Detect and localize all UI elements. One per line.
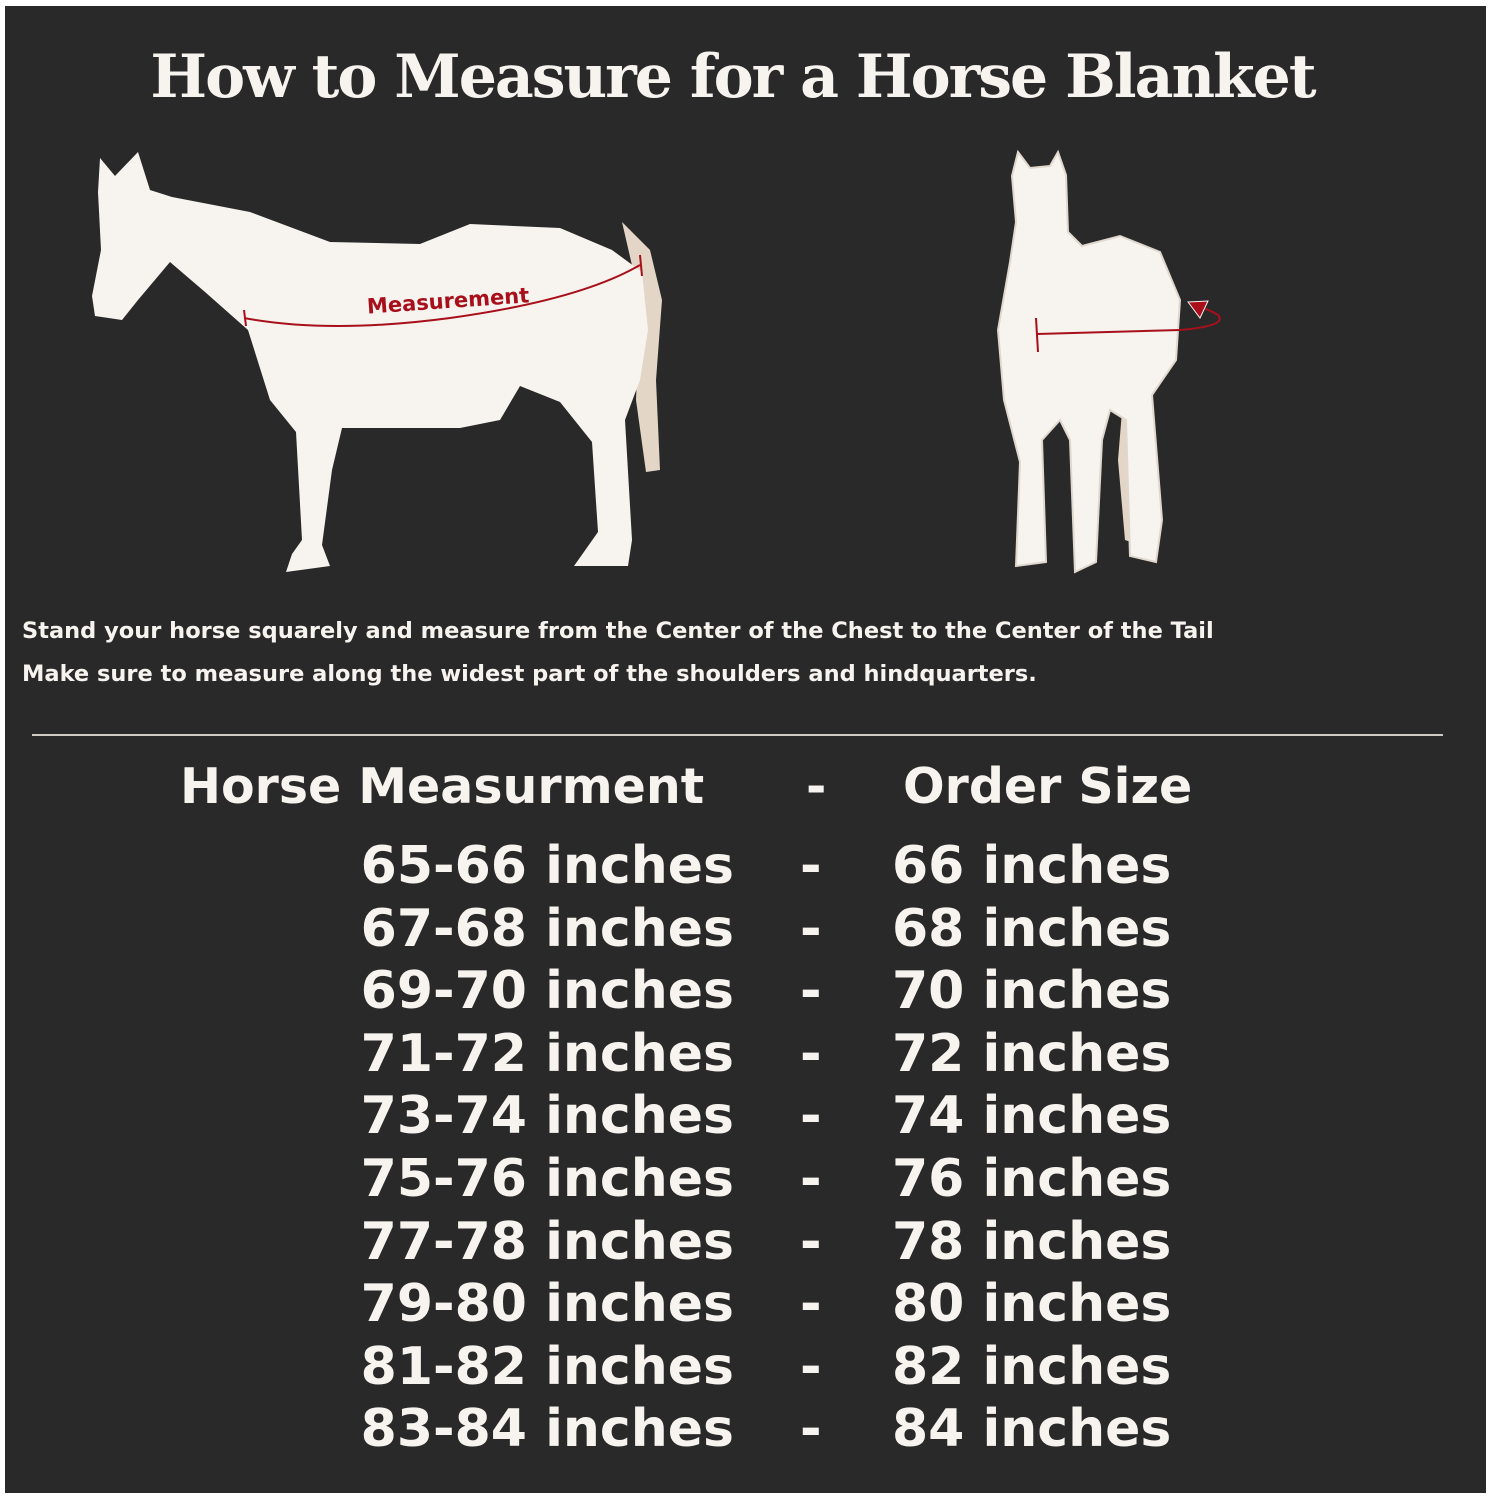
- row-order-size: 68 inches: [892, 898, 1172, 959]
- row-separator: -: [800, 1149, 822, 1209]
- front-horse-body: [996, 149, 1182, 574]
- chest-marker: [1035, 317, 1039, 353]
- row-measurement: 77-78 inches: [360, 1211, 734, 1272]
- row-measurement: 69-70 inches: [360, 961, 734, 1022]
- row-separator: -: [800, 1399, 822, 1460]
- row-measurement: 67-68 inches: [360, 898, 734, 959]
- row-measurement: 71-72 inches: [360, 1023, 734, 1084]
- horse-diagrams: Measurement: [92, 149, 1221, 574]
- row-order-size: 80 inches: [892, 1274, 1172, 1335]
- instruction-line-1: Stand your horse squarely and measure fr…: [22, 618, 1214, 644]
- row-measurement: 75-76 inches: [360, 1149, 734, 1209]
- page-title: How to Measure for a Horse Blanket: [150, 42, 1316, 112]
- row-separator: -: [800, 836, 822, 896]
- row-separator: -: [800, 1023, 822, 1084]
- row-measurement: 83-84 inches: [360, 1399, 734, 1460]
- row-order-size: 70 inches: [892, 961, 1172, 1022]
- row-measurement: 73-74 inches: [360, 1086, 734, 1147]
- row-separator: -: [800, 898, 822, 959]
- row-order-size: 84 inches: [892, 1399, 1172, 1460]
- row-order-size: 76 inches: [892, 1149, 1172, 1209]
- measurement-line: [243, 264, 641, 327]
- row-separator: -: [800, 1274, 822, 1335]
- row-order-size: 82 inches: [892, 1336, 1172, 1397]
- header-separator: -: [806, 758, 827, 815]
- side-horse-body: [92, 152, 648, 572]
- row-separator: -: [800, 961, 822, 1022]
- row-order-size: 72 inches: [892, 1023, 1172, 1084]
- row-order-size: 66 inches: [892, 836, 1172, 896]
- header-order-size: Order Size: [903, 758, 1193, 815]
- row-order-size: 78 inches: [892, 1211, 1172, 1272]
- row-order-size: 74 inches: [892, 1086, 1172, 1147]
- row-separator: -: [800, 1336, 822, 1397]
- row-measurement: 79-80 inches: [360, 1274, 734, 1335]
- divider: [32, 734, 1443, 736]
- front-view-horse: [996, 149, 1221, 574]
- header-horse-measurement: Horse Measurment: [180, 758, 705, 815]
- instruction-line-2: Make sure to measure along the widest pa…: [22, 661, 1037, 687]
- arrowhead-icon: [1187, 300, 1209, 319]
- girth-arrow: [1036, 306, 1221, 335]
- row-separator: -: [800, 1086, 822, 1147]
- row-measurement: 81-82 inches: [360, 1336, 734, 1397]
- side-view-horse: Measurement: [92, 152, 662, 572]
- row-separator: -: [800, 1211, 822, 1272]
- row-measurement: 65-66 inches: [360, 836, 734, 896]
